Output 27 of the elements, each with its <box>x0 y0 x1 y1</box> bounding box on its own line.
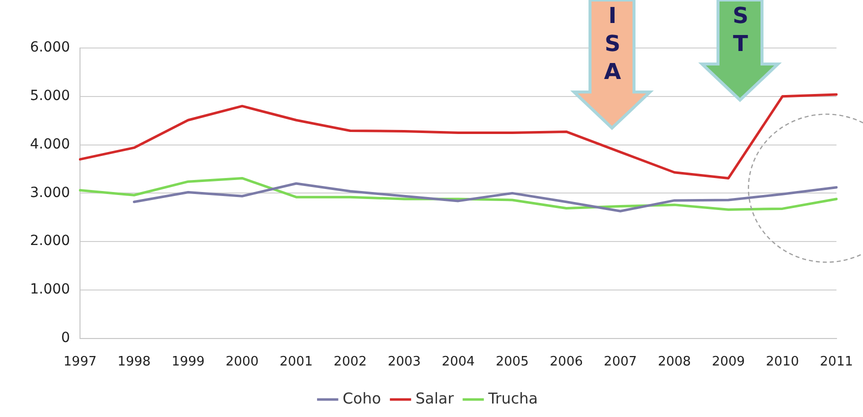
legend-label: Trucha <box>487 389 538 408</box>
y-tick-label: 5.000 <box>30 88 70 104</box>
x-tick-label: 1999 <box>172 354 205 370</box>
x-tick-label: 2001 <box>280 354 313 370</box>
x-tick-label: 2002 <box>334 354 367 370</box>
x-tick-label: 1998 <box>118 354 151 370</box>
x-tick-label: 2000 <box>226 354 259 370</box>
x-tick-label: 2011 <box>820 354 854 370</box>
y-tick-label: 0 <box>61 330 70 346</box>
y-tick-label: 1.000 <box>30 282 70 298</box>
x-tick-label: 2009 <box>712 354 745 370</box>
y-tick-label: 3.000 <box>30 184 70 201</box>
legend-label: Coho <box>342 389 382 408</box>
x-tick-label: 2007 <box>604 354 637 370</box>
y-tick-label: 6.000 <box>30 40 70 56</box>
annotation: ST <box>728 4 753 60</box>
y-tick-label: 4.000 <box>30 136 70 152</box>
x-tick-label: 1997 <box>64 354 97 370</box>
legend-label: Salar <box>416 389 455 408</box>
x-tick-label: 2006 <box>550 354 583 370</box>
y-tick-label: 2.000 <box>30 233 70 250</box>
x-tick-label: 2010 <box>766 354 799 370</box>
x-tick-label: 2004 <box>442 354 475 370</box>
x-tick-label: 2005 <box>496 354 529 370</box>
x-tick-label: 2008 <box>658 354 691 370</box>
x-tick-label: 2003 <box>388 354 421 370</box>
annotation: ISA <box>600 4 625 88</box>
